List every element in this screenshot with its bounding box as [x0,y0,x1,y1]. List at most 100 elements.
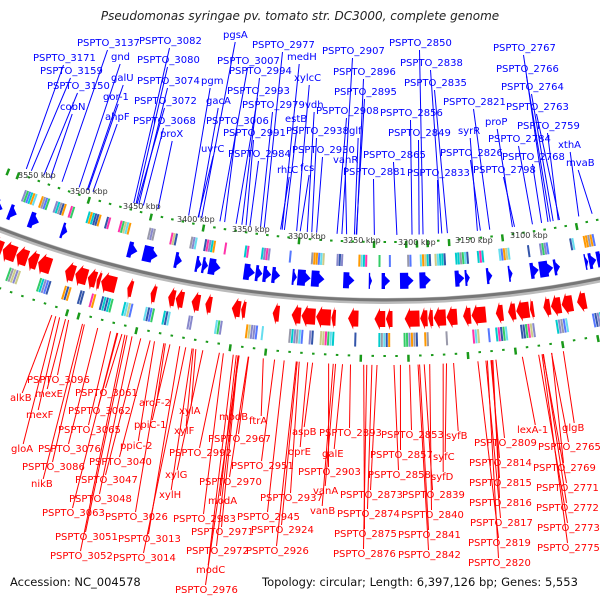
reverse-gene-label[interactable]: galE [322,449,344,460]
forward-gene-label[interactable]: cobN [60,102,86,113]
forward-gene-label[interactable]: PSPTO_2865 [363,150,426,161]
reverse-gene-label[interactable]: PSPTO_2972 [186,546,249,557]
forward-gene-label[interactable]: PSPTO_3080 [137,55,200,66]
forward-gene-label[interactable]: xylcC [294,73,322,84]
reverse-gene-label[interactable]: PSPTO_2853 [381,430,444,441]
forward-gene-label[interactable]: gor-1 [103,92,129,103]
reverse-gene-label[interactable]: PSPTO_2971 [191,527,254,538]
forward-gene-label[interactable]: vdh [305,100,324,111]
reverse-gene-label[interactable]: PSPTO_2809 [474,438,537,449]
forward-gene-label[interactable]: PSPTO_3007 [217,56,280,67]
reverse-gene-label[interactable]: PSPTO_2951 [231,461,294,472]
reverse-gene-label[interactable]: PSPTO_2769 [533,463,596,474]
reverse-gene-label[interactable]: PSPTO_3086 [22,462,85,473]
forward-gene-label[interactable]: PSPTO_2833 [407,168,470,179]
forward-gene-label[interactable]: PSPTO_2768 [502,152,565,163]
forward-gene-label[interactable]: PSPTO_2759 [517,121,580,132]
forward-gene-label[interactable]: mvaB [566,158,595,169]
reverse-gene-label[interactable]: PSPTO_2815 [469,478,532,489]
reverse-gene-label[interactable]: PSPTO_2840 [401,510,464,521]
reverse-gene-label[interactable]: PSPTO_3061 [75,388,138,399]
reverse-gene-label[interactable]: PSPTO_3047 [75,475,138,486]
reverse-gene-label[interactable]: PSPTO_3096 [27,375,90,386]
reverse-gene-label[interactable]: glgB [562,423,585,434]
forward-gene-label[interactable]: pgsA [223,30,248,41]
forward-gene-label[interactable]: PSPTO_2763 [506,102,569,113]
reverse-gene-label[interactable]: modC [196,565,226,576]
reverse-gene-label[interactable]: mexF [26,410,54,421]
forward-gene-label[interactable]: PSPTO_2977 [252,40,315,51]
reverse-gene-label[interactable]: PSPTO_2775 [537,543,600,554]
forward-gene-label[interactable]: medH [287,52,317,63]
reverse-gene-label[interactable]: PSPTO_3048 [69,494,132,505]
reverse-gene-label[interactable]: PSPTO_2771 [536,483,599,494]
reverse-gene-label[interactable]: PSPTO_2876 [333,549,396,560]
forward-gene-label[interactable]: PSPTO_2994 [229,66,292,77]
reverse-gene-label[interactable]: PSPTO_2992 [169,448,232,459]
forward-gene-label[interactable]: PSPTO_2826 [440,148,503,159]
forward-gene-label[interactable]: gacA [206,96,231,107]
reverse-gene-label[interactable]: xylF [174,426,195,437]
forward-gene-label[interactable]: proX [160,129,184,140]
forward-gene-label[interactable]: PSPTO_2993 [227,86,290,97]
reverse-gene-label[interactable]: PSPTO_2765 [538,442,600,453]
reverse-gene-label[interactable]: PSPTO_2814 [469,458,532,469]
forward-gene-label[interactable]: PSPTO_2838 [400,58,463,69]
forward-gene-label[interactable]: PSPTO_2835 [404,78,467,89]
reverse-gene-label[interactable]: oprE [288,447,311,458]
forward-gene-label[interactable]: estB [285,114,308,125]
reverse-gene-label[interactable]: ftrA [249,416,268,427]
reverse-gene-label[interactable]: PSPTO_3052 [50,551,113,562]
reverse-gene-label[interactable]: PSPTO_2970 [199,477,262,488]
forward-gene-label[interactable]: ahpF [105,112,130,123]
forward-gene-label[interactable]: gnd [111,52,131,63]
reverse-gene-label[interactable]: PSPTO_3040 [89,457,152,468]
forward-gene-label[interactable]: PSPTO_2895 [334,87,397,98]
forward-gene-label[interactable]: PSPTO_3068 [133,116,196,127]
reverse-gene-label[interactable]: gloA [11,444,34,455]
forward-gene-label[interactable]: fcs [300,163,315,174]
reverse-gene-label[interactable]: PSPTO_2820 [468,558,531,569]
reverse-gene-label[interactable]: PSPTO_2945 [237,512,300,523]
forward-gene-label[interactable]: PSPTO_2766 [496,64,559,75]
forward-gene-label[interactable]: rhtC [277,165,299,176]
forward-gene-label[interactable]: PSPTO_3159 [40,66,103,77]
forward-gene-label[interactable]: PSPTO_2764 [501,82,564,93]
reverse-gene-label[interactable]: syfC [433,452,455,463]
forward-gene-label[interactable]: PSPTO_3171 [33,53,96,64]
forward-gene-label[interactable]: galU [111,73,134,84]
reverse-gene-label[interactable]: vanA [313,486,339,497]
reverse-gene-label[interactable]: PSPTO_2873 [340,490,403,501]
reverse-gene-label[interactable]: xylG [165,470,188,481]
reverse-gene-label[interactable]: ppiC-2 [120,441,153,452]
forward-gene-label[interactable]: xthA [558,140,582,151]
reverse-gene-label[interactable]: PSPTO_3013 [118,534,181,545]
forward-gene-label[interactable]: syrR [458,126,481,137]
forward-gene-label[interactable]: PSPTO_3137 [77,38,140,49]
reverse-gene-label[interactable]: nikB [31,479,53,490]
reverse-gene-label[interactable]: PSPTO_2773 [537,523,600,534]
reverse-gene-label[interactable]: PSPTO_2816 [469,498,532,509]
forward-gene-label[interactable]: PSPTO_3006 [206,116,269,127]
reverse-gene-label[interactable]: PSPTO_3051 [55,532,118,543]
forward-gene-label[interactable]: vanR [333,155,359,166]
forward-gene-label[interactable]: PSPTO_2979 [242,100,305,111]
forward-gene-label[interactable]: PSPTO_3150 [47,81,110,92]
reverse-gene-label[interactable]: aspB [292,427,317,438]
reverse-gene-label[interactable]: PSPTO_2967 [208,434,271,445]
forward-gene-label[interactable]: PSPTO_2850 [389,38,452,49]
reverse-gene-label[interactable]: alkB [10,393,32,404]
forward-gene-label[interactable]: PSPTO_2938 [286,126,349,137]
forward-gene-label[interactable]: PSPTO_2821 [443,97,506,108]
forward-gene-label[interactable]: PSPTO_2930 [292,145,355,156]
reverse-gene-label[interactable]: PSPTO_2842 [398,550,461,561]
forward-gene-label[interactable]: proP [485,117,508,128]
reverse-gene-label[interactable]: PSPTO_2976 [175,585,238,596]
forward-gene-label[interactable]: PSPTO_2798 [473,165,536,176]
reverse-gene-label[interactable]: PSPTO_2903 [298,467,361,478]
reverse-gene-label[interactable]: xylH [159,490,182,501]
forward-gene-label[interactable]: PSPTO_2991 [223,128,286,139]
reverse-gene-label[interactable]: syfD [431,472,454,483]
reverse-gene-label[interactable]: xylA [179,406,201,417]
forward-gene-label[interactable]: PSPTO_2984 [228,149,291,160]
